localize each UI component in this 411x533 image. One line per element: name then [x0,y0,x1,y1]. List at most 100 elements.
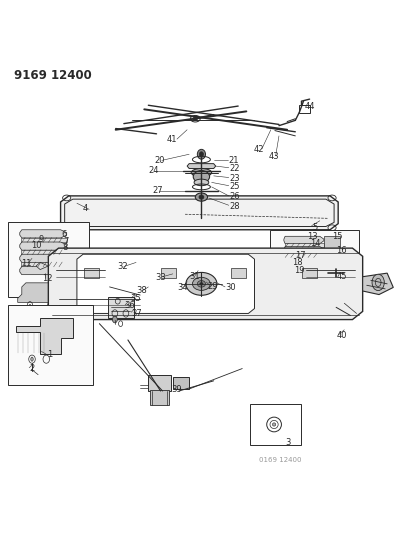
Polygon shape [363,273,393,295]
Text: 3: 3 [285,438,291,447]
Bar [21,262,67,267]
Text: 26: 26 [230,192,240,201]
Text: 37: 37 [131,309,142,318]
Bar [21,238,67,243]
Ellipse shape [31,357,33,361]
Bar [108,297,134,318]
Text: 25: 25 [230,182,240,191]
Bar [285,243,324,247]
Text: 9: 9 [39,235,44,244]
Text: 36: 36 [125,301,135,310]
Text: 34: 34 [178,283,188,292]
Polygon shape [284,246,324,254]
Polygon shape [16,318,73,354]
Text: 13: 13 [307,232,317,241]
Polygon shape [48,248,363,320]
Polygon shape [20,230,67,238]
Text: 6: 6 [62,230,67,239]
Ellipse shape [197,280,206,287]
Text: 27: 27 [152,187,163,196]
Polygon shape [36,262,48,270]
Text: 8: 8 [62,243,68,252]
Text: 5: 5 [312,223,318,232]
Text: 7: 7 [63,237,69,246]
Text: 18: 18 [292,258,302,267]
Ellipse shape [290,279,293,283]
Text: 44: 44 [304,102,315,110]
Text: 11: 11 [21,259,32,268]
Ellipse shape [191,168,212,177]
Bar [21,250,67,255]
Ellipse shape [192,277,210,290]
Text: 38: 38 [136,287,147,295]
Bar [150,390,169,405]
Text: 40: 40 [337,332,347,341]
Text: 14: 14 [310,239,321,248]
Bar [324,236,340,261]
Text: 12: 12 [42,274,53,283]
Ellipse shape [199,195,204,199]
Ellipse shape [29,304,31,309]
Ellipse shape [199,152,203,157]
Text: 16: 16 [336,246,347,255]
Text: 22: 22 [230,164,240,173]
Bar [285,253,324,257]
Text: 32: 32 [117,262,127,271]
Bar [231,268,245,278]
Bar [84,268,99,278]
Polygon shape [284,236,324,244]
Bar [173,377,189,389]
Text: 4: 4 [83,204,88,213]
Bar [7,305,93,385]
Bar [162,268,176,278]
Ellipse shape [194,179,209,185]
Text: 19: 19 [294,266,305,275]
Text: 31: 31 [189,272,200,281]
Bar [302,268,317,278]
Bar [283,264,309,274]
Text: 15: 15 [332,232,342,241]
Text: 41: 41 [167,135,177,144]
Text: 39: 39 [171,385,181,394]
Text: 23: 23 [230,174,240,183]
Ellipse shape [200,282,203,285]
Text: 0169 12400: 0169 12400 [259,457,301,463]
Text: 17: 17 [296,251,306,260]
Polygon shape [18,283,62,302]
Text: 30: 30 [225,283,236,292]
Polygon shape [20,242,67,250]
Text: 35: 35 [131,294,141,303]
Text: 33: 33 [156,273,166,282]
Text: 2: 2 [29,364,35,373]
Text: 29: 29 [208,281,218,290]
Polygon shape [284,257,324,264]
Text: 28: 28 [230,201,240,211]
Ellipse shape [372,274,384,290]
Bar [148,375,171,391]
Polygon shape [20,254,67,262]
Text: 20: 20 [155,156,165,165]
Bar [270,230,359,311]
Text: 45: 45 [336,272,346,281]
Ellipse shape [113,316,117,323]
Text: 24: 24 [148,166,159,175]
Ellipse shape [186,272,217,295]
Polygon shape [60,196,338,230]
Text: 9169 12400: 9169 12400 [14,69,91,82]
Ellipse shape [272,423,276,426]
Ellipse shape [195,193,208,201]
Ellipse shape [49,304,52,309]
Ellipse shape [193,117,197,120]
Bar [7,222,89,297]
Text: 10: 10 [31,241,41,250]
Ellipse shape [197,149,206,159]
Polygon shape [20,266,67,274]
Polygon shape [187,164,216,168]
Text: 21: 21 [229,156,239,165]
Ellipse shape [193,171,210,183]
Text: 1: 1 [47,350,52,359]
Polygon shape [77,254,254,313]
Text: 43: 43 [269,152,279,161]
Bar [299,105,309,114]
Text: 42: 42 [254,146,264,154]
